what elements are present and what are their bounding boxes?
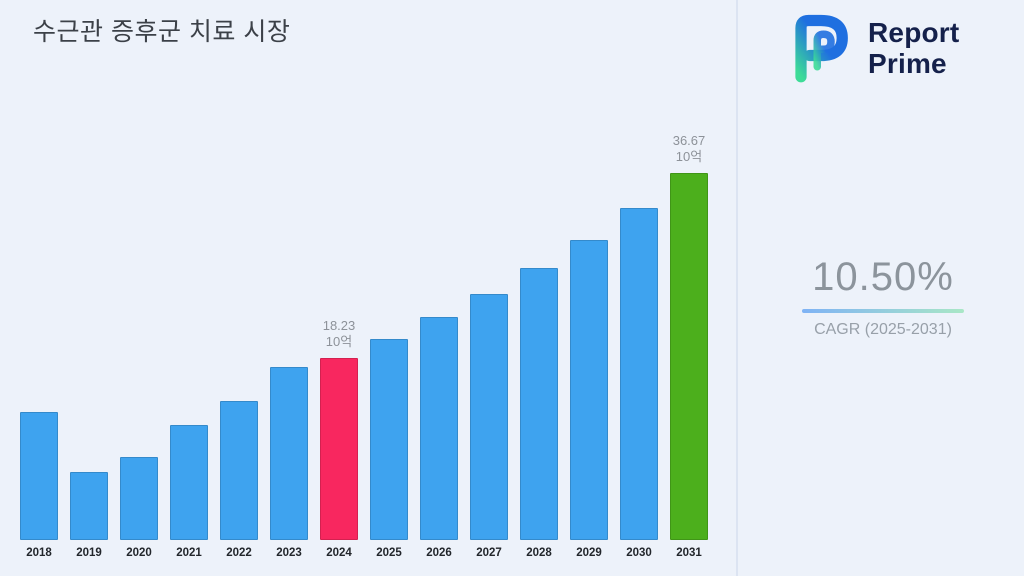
bar-value-label-2024: 18.23 10억 [322,318,356,349]
x-axis-label-2030: 2030 [626,547,652,559]
cagr-block: 10.50% CAGR (2025-2031) [800,255,966,339]
bar-2018 [20,412,58,540]
x-axis-label-2023: 2023 [276,547,302,559]
cagr-label: CAGR (2025-2031) [814,321,952,338]
x-axis-label-2024: 2024 [326,547,352,559]
bar-2022 [220,401,258,540]
chart-column-2030: 2030 [614,100,664,559]
chart-column-2019: 2019 [64,100,114,559]
cagr-value: 10.50% [812,255,954,299]
x-axis-label-2019: 2019 [76,547,102,559]
chart-column-2028: 2028 [514,100,564,559]
bar-2026 [420,317,458,540]
vertical-divider [736,0,738,576]
bar-2031 [670,173,708,540]
bar-2027 [470,294,508,540]
x-axis-label-2020: 2020 [126,547,152,559]
chart-column-2025: 2025 [364,100,414,559]
bar-2020 [120,457,158,540]
cagr-underline [802,309,964,313]
x-axis-label-2027: 2027 [476,547,502,559]
chart-column-2018: 2018 [14,100,64,559]
bar-2019 [70,472,108,540]
bar-chart: 2018 2019 2020 2021 2022 2023 18.23 10억 2024 2025… [14,100,714,559]
chart-column-2027: 2027 [464,100,514,559]
x-axis-label-2022: 2022 [226,547,252,559]
chart-column-2022: 2022 [214,100,264,559]
report-prime-logo: Report Prime [776,8,959,88]
bar-2028 [520,268,558,540]
chart-column-2026: 2026 [414,100,464,559]
chart-column-2020: 2020 [114,100,164,559]
page-title: 수근관 증후군 치료 시장 [33,18,291,46]
bar-2025 [370,339,408,540]
x-axis-label-2018: 2018 [26,547,52,559]
chart-column-2031: 36.67 10억 2031 [664,100,714,559]
bar-2029 [570,240,608,540]
report-prime-logo-icon [795,14,848,83]
x-axis-label-2025: 2025 [376,547,402,559]
x-axis-label-2028: 2028 [526,547,552,559]
logo-line2: Prime [868,48,947,79]
x-axis-label-2021: 2021 [176,547,202,559]
bar-2023 [270,367,308,540]
report-prime-logo-text: Report Prime [868,17,959,79]
x-axis-label-2031: 2031 [676,547,702,559]
bar-value-label-2031: 36.67 10억 [672,133,706,164]
bar-2021 [170,425,208,540]
bar-2030 [620,208,658,540]
x-axis-label-2029: 2029 [576,547,602,559]
logo-line1: Report [868,17,960,48]
chart-column-2021: 2021 [164,100,214,559]
chart-column-2023: 2023 [264,100,314,559]
x-axis-label-2026: 2026 [426,547,452,559]
chart-column-2029: 2029 [564,100,614,559]
bar-2024 [320,358,358,540]
chart-column-2024: 18.23 10억 2024 [314,100,364,559]
